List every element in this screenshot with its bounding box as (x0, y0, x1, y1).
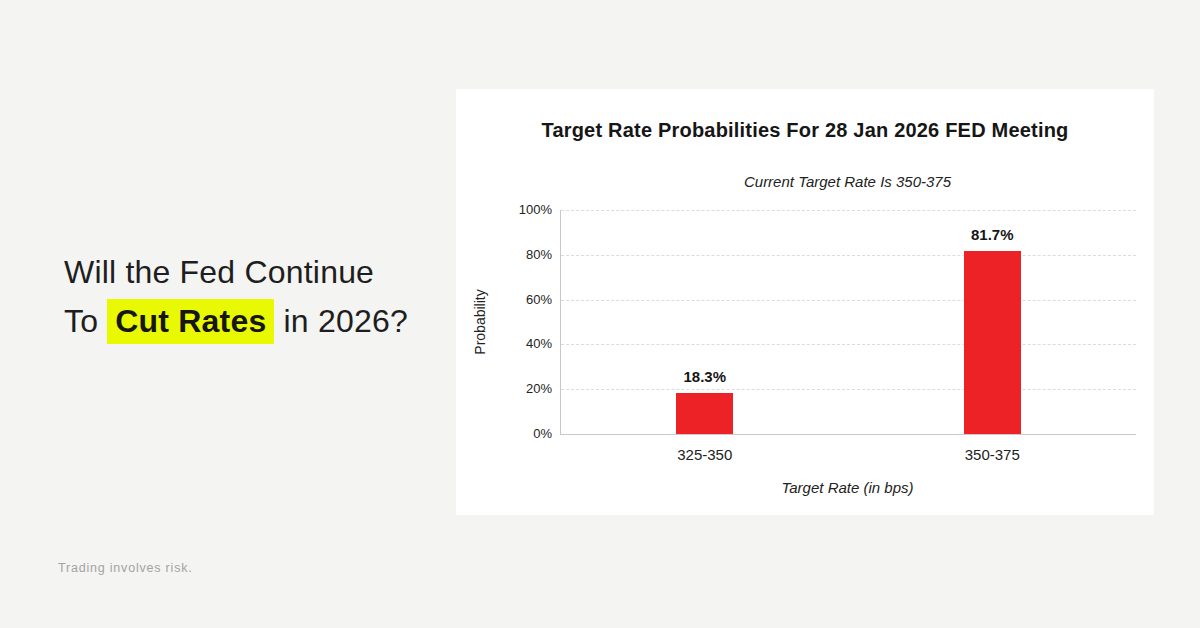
headline-line2-suffix: in 2026? (274, 303, 407, 339)
gridline (561, 344, 1136, 345)
x-tick-label: 325-350 (677, 446, 732, 463)
bar-value-label: 81.7% (971, 226, 1014, 243)
headline: Will the Fed Continue To Cut Rates in 20… (64, 248, 464, 346)
y-tick-label: 40% (526, 335, 552, 353)
chart-subtitle: Current Target Rate Is 350-375 (560, 173, 1135, 190)
x-tick-label: 350-375 (965, 446, 1020, 463)
y-axis-label-wrap: Probability (470, 210, 490, 434)
y-axis-label: Probability (472, 289, 488, 354)
headline-line2-prefix: To (64, 303, 107, 339)
disclaimer-text: Trading involves risk. (58, 561, 193, 575)
gridline (561, 255, 1136, 256)
infographic-canvas: Will the Fed Continue To Cut Rates in 20… (0, 0, 1200, 628)
bar-value-label: 18.3% (683, 368, 726, 385)
headline-highlight: Cut Rates (107, 299, 274, 344)
chart-card: Target Rate Probabilities For 28 Jan 202… (456, 89, 1154, 515)
y-tick-label: 20% (526, 380, 552, 398)
gridline (561, 389, 1136, 390)
y-tick-label: 100% (519, 201, 552, 219)
plot-area: 0%20%40%60%80%100%18.3%325-35081.7%350-3… (560, 210, 1136, 435)
gridline (561, 300, 1136, 301)
y-tick-label: 80% (526, 246, 552, 264)
chart-title: Target Rate Probabilities For 28 Jan 202… (456, 119, 1154, 142)
gridline (561, 210, 1136, 211)
y-tick-label: 60% (526, 291, 552, 309)
bar-325-350 (676, 393, 733, 434)
x-axis-label: Target Rate (in bps) (560, 479, 1135, 496)
y-tick-label: 0% (533, 425, 552, 443)
headline-line1: Will the Fed Continue (64, 254, 374, 290)
bar-350-375 (964, 251, 1021, 434)
